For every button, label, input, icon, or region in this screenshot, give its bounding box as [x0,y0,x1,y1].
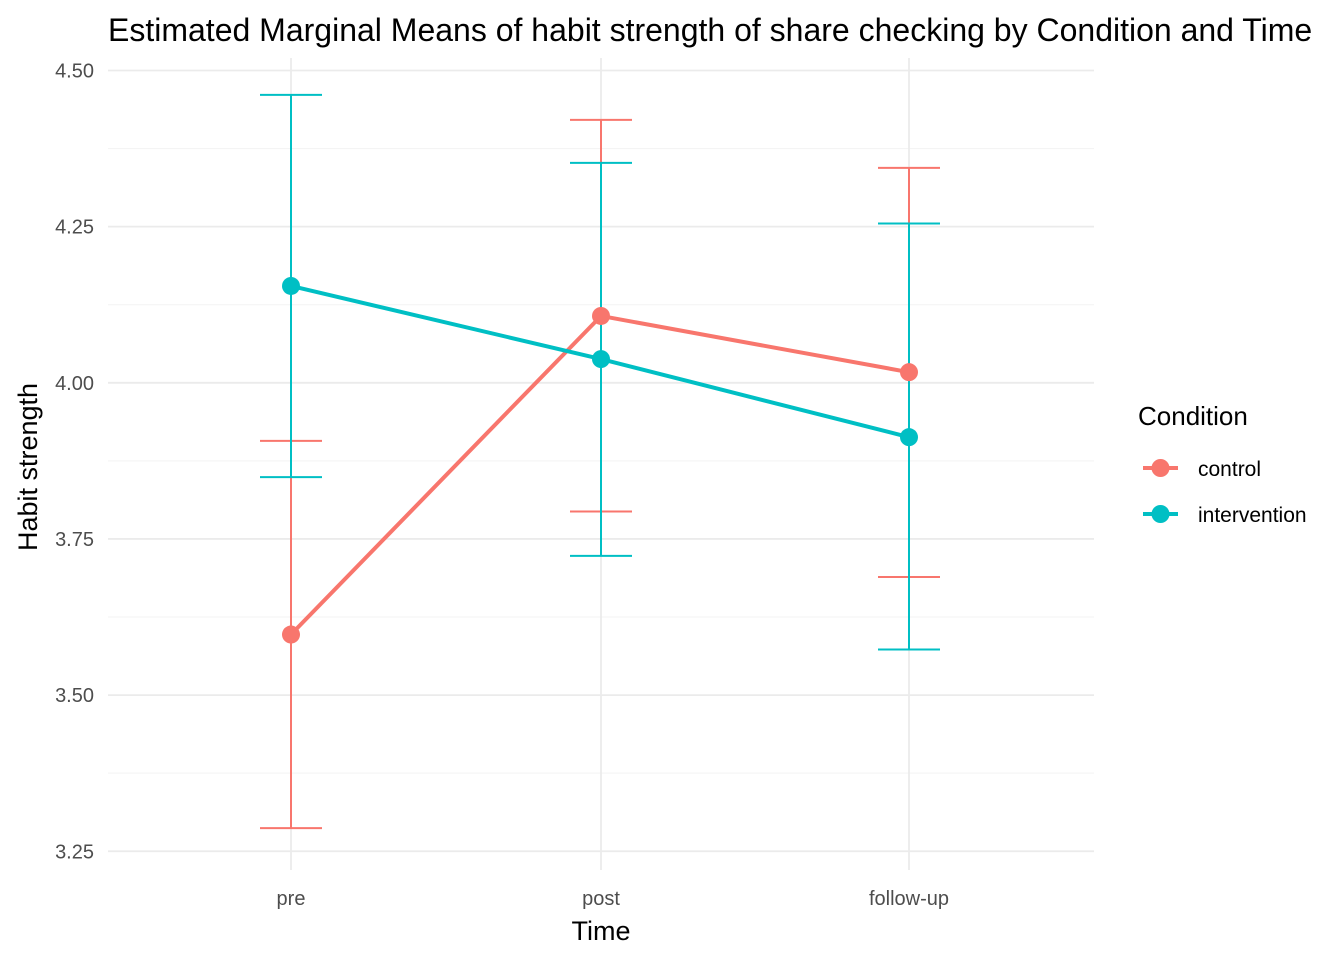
data-point-control [592,306,610,325]
data-point-intervention [900,428,918,447]
legend-title: Condition [1138,401,1248,431]
legend-key-point [1151,505,1170,523]
y-axis-title: Habit strength [13,383,43,551]
legend-label: control [1198,458,1261,481]
y-tick-label: 4.25 [55,217,94,239]
legend-key-point [1151,459,1170,477]
data-point-intervention [592,350,610,369]
x-tick-label: post [582,888,620,910]
y-tick-label: 3.25 [55,841,94,863]
x-axis-title: Time [572,916,631,946]
x-axis: pre post follow-up [277,888,949,910]
y-tick-label: 4.00 [55,373,94,395]
y-tick-label: 3.50 [55,685,94,707]
data-point-control [900,363,918,382]
point-layer [282,276,918,644]
chart-title: Estimated Marginal Means of habit streng… [108,12,1312,48]
x-tick-label: follow-up [869,888,949,910]
data-point-control [282,625,300,644]
x-tick-label: pre [277,888,306,910]
y-axis: 3.25 3.50 3.75 4.00 4.25 4.50 [55,60,94,863]
errorbar-layer [260,93,940,830]
y-tick-label: 4.50 [55,60,94,82]
legend: Condition control intervention [1138,401,1307,527]
legend-label: intervention [1198,504,1307,527]
data-point-intervention [282,276,300,295]
y-tick-label: 3.75 [55,529,94,551]
